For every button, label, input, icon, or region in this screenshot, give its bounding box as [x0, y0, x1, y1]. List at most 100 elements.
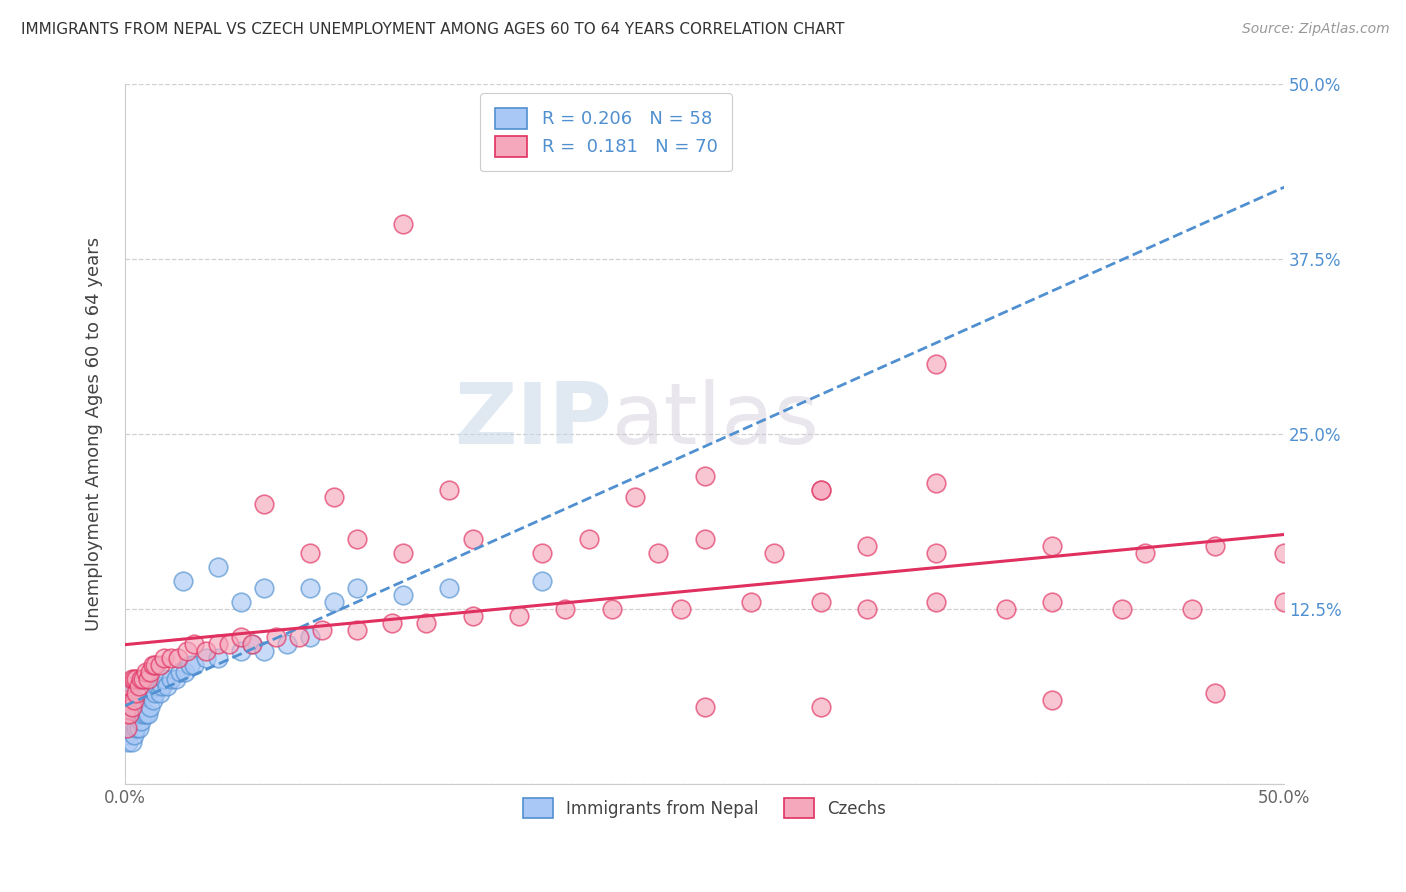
Point	[115, 706, 138, 721]
Point	[439, 581, 461, 595]
Point	[311, 623, 333, 637]
Point	[118, 721, 141, 735]
Point	[115, 721, 138, 735]
Point	[925, 357, 948, 371]
Point	[322, 490, 344, 504]
Point	[150, 679, 173, 693]
Point	[132, 672, 155, 686]
Point	[671, 602, 693, 616]
Point	[118, 706, 141, 721]
Point	[153, 651, 176, 665]
Point	[125, 699, 148, 714]
Point	[392, 588, 415, 602]
Point	[174, 665, 197, 679]
Point	[129, 714, 152, 728]
Point	[121, 735, 143, 749]
Point	[1272, 595, 1295, 609]
Point	[128, 679, 150, 693]
Point	[554, 602, 576, 616]
Point	[415, 615, 437, 630]
Point	[207, 560, 229, 574]
Point	[160, 651, 183, 665]
Point	[600, 602, 623, 616]
Point	[153, 672, 176, 686]
Point	[155, 679, 177, 693]
Point	[128, 721, 150, 735]
Point	[693, 532, 716, 546]
Point	[925, 546, 948, 560]
Point	[1133, 546, 1156, 560]
Point	[129, 679, 152, 693]
Point	[143, 657, 166, 672]
Point	[122, 728, 145, 742]
Point	[240, 637, 263, 651]
Point	[176, 644, 198, 658]
Point	[229, 644, 252, 658]
Point	[322, 595, 344, 609]
Point	[136, 706, 159, 721]
Point	[149, 686, 172, 700]
Point	[195, 651, 218, 665]
Point	[129, 699, 152, 714]
Point	[508, 608, 530, 623]
Point	[125, 686, 148, 700]
Point	[207, 637, 229, 651]
Point	[624, 490, 647, 504]
Point	[810, 483, 832, 497]
Point	[253, 497, 276, 511]
Point	[118, 679, 141, 693]
Point	[253, 581, 276, 595]
Point	[763, 546, 786, 560]
Point	[299, 581, 322, 595]
Point	[195, 644, 218, 658]
Point	[299, 546, 322, 560]
Point	[136, 672, 159, 686]
Point	[121, 672, 143, 686]
Point	[146, 679, 169, 693]
Point	[856, 602, 879, 616]
Point	[117, 735, 139, 749]
Point	[122, 679, 145, 693]
Point	[693, 469, 716, 483]
Point	[128, 686, 150, 700]
Point	[160, 672, 183, 686]
Point	[287, 630, 309, 644]
Point	[121, 714, 143, 728]
Point	[218, 637, 240, 651]
Point	[165, 672, 187, 686]
Point	[346, 532, 368, 546]
Point	[925, 595, 948, 609]
Point	[392, 546, 415, 560]
Point	[115, 693, 138, 707]
Point	[578, 532, 600, 546]
Y-axis label: Unemployment Among Ages 60 to 64 years: Unemployment Among Ages 60 to 64 years	[86, 237, 103, 632]
Point	[142, 657, 165, 672]
Text: IMMIGRANTS FROM NEPAL VS CZECH UNEMPLOYMENT AMONG AGES 60 TO 64 YEARS CORRELATIO: IMMIGRANTS FROM NEPAL VS CZECH UNEMPLOYM…	[21, 22, 845, 37]
Point	[139, 665, 162, 679]
Point	[531, 574, 554, 588]
Point	[149, 657, 172, 672]
Point	[183, 637, 205, 651]
Point	[346, 623, 368, 637]
Point	[1042, 595, 1064, 609]
Point	[1180, 602, 1202, 616]
Point	[207, 651, 229, 665]
Point	[439, 483, 461, 497]
Point	[125, 721, 148, 735]
Point	[118, 706, 141, 721]
Point	[810, 595, 832, 609]
Point	[1042, 539, 1064, 553]
Point	[167, 651, 190, 665]
Point	[229, 595, 252, 609]
Point	[118, 693, 141, 707]
Point	[125, 672, 148, 686]
Point	[346, 581, 368, 595]
Point	[1272, 546, 1295, 560]
Point	[183, 657, 205, 672]
Point	[169, 665, 191, 679]
Point	[1042, 693, 1064, 707]
Point	[132, 686, 155, 700]
Point	[1204, 686, 1226, 700]
Point	[121, 699, 143, 714]
Point	[121, 693, 143, 707]
